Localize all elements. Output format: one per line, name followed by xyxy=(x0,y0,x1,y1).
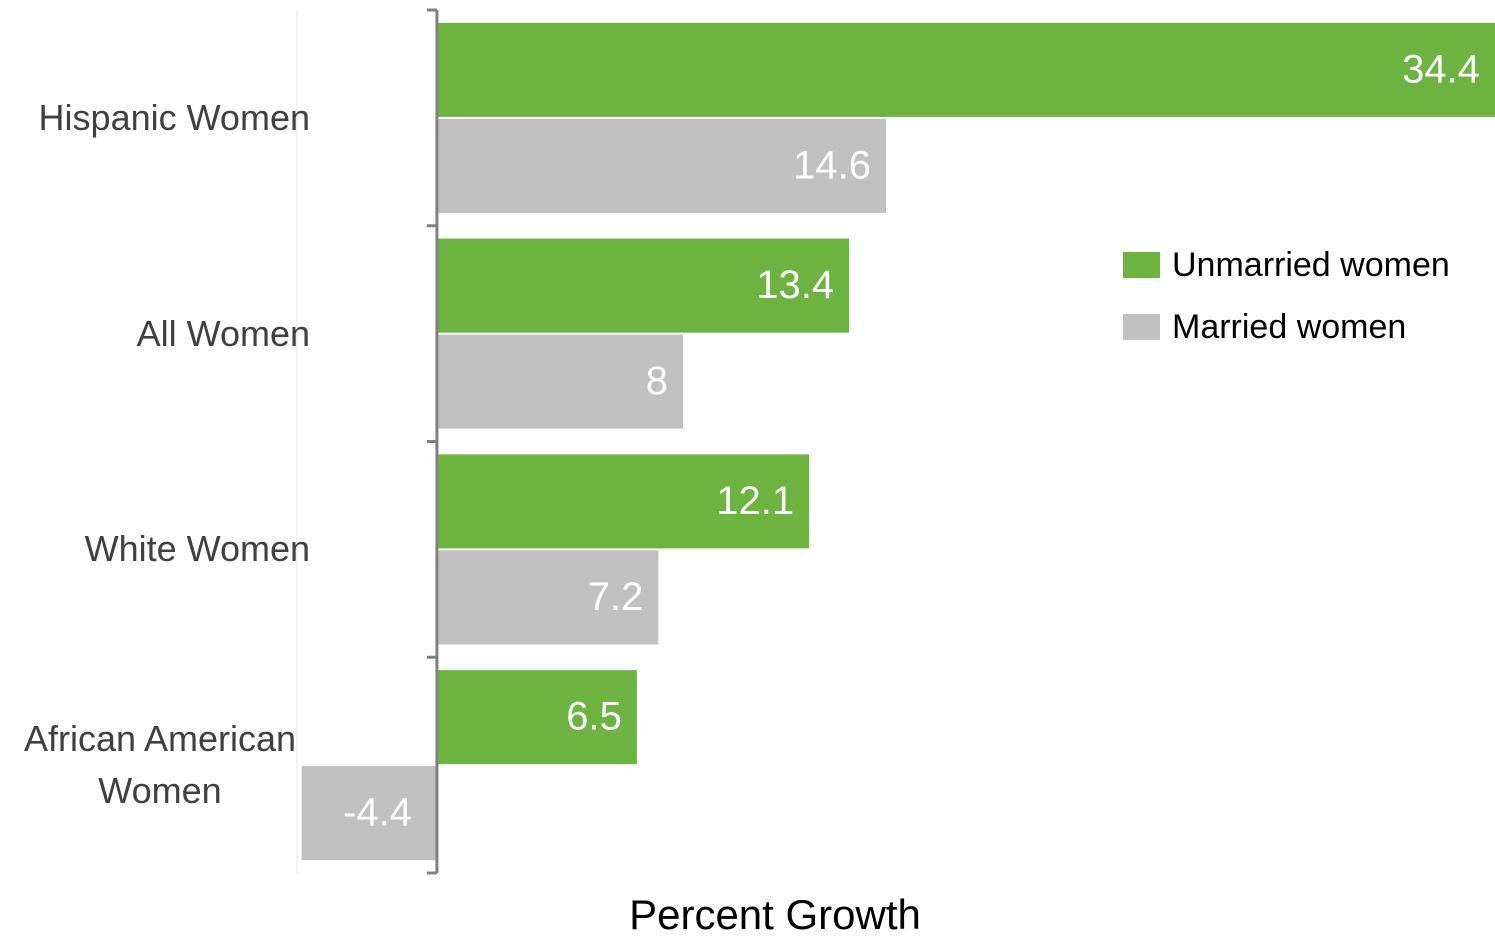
legend-label: Married women xyxy=(1172,308,1406,346)
y-tick-label: African American Women xyxy=(23,718,297,812)
y-tick-label: Hispanic Women xyxy=(38,96,310,138)
value-label: 14.6 xyxy=(793,143,871,187)
value-label: 8 xyxy=(646,359,668,403)
bar xyxy=(436,454,810,549)
category-label-box: White Women xyxy=(10,523,310,575)
value-label: -4.4 xyxy=(343,791,412,835)
category-label-box: Hispanic Women xyxy=(10,92,310,144)
value-label: 34.4 xyxy=(1402,47,1480,91)
bar xyxy=(436,550,659,645)
bar xyxy=(436,118,887,213)
y-tick-label: All Women xyxy=(136,312,310,354)
y-tick-label: White Women xyxy=(84,528,310,570)
legend-swatch xyxy=(1123,252,1160,278)
value-label: 12.1 xyxy=(716,479,794,523)
bar xyxy=(436,22,1495,117)
category-label-box: All Women xyxy=(10,308,310,360)
legend-label: Unmarried women xyxy=(1172,246,1450,284)
category-label-box: African American Women xyxy=(10,713,310,817)
bar xyxy=(301,766,437,861)
bar xyxy=(436,670,637,765)
legend-swatch xyxy=(1123,314,1160,340)
value-label: 13.4 xyxy=(756,263,834,307)
value-label: 6.5 xyxy=(566,695,622,739)
bar xyxy=(436,238,850,333)
bar xyxy=(436,334,684,429)
x-axis-label: Percent Growth xyxy=(629,891,921,938)
value-label: 7.2 xyxy=(588,575,644,619)
